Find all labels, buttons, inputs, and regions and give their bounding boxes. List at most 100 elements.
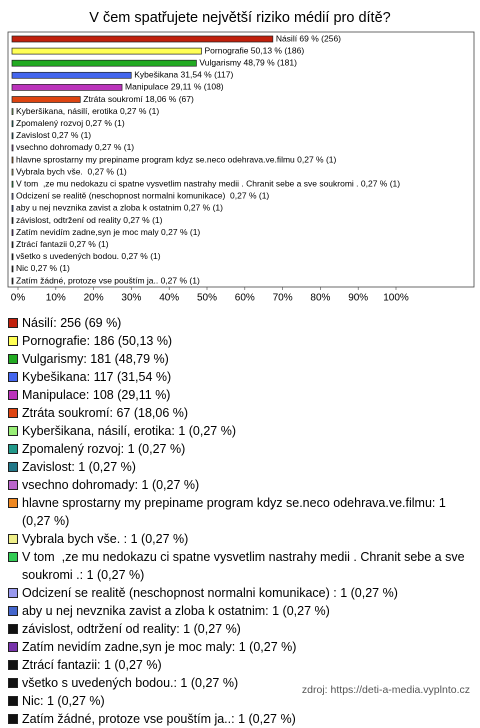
legend-label: V tom ,ze mu nedokazu ci spatne vysvetli… (22, 550, 469, 582)
legend-item: Odcizení se realitě (neschopnost normaln… (8, 584, 474, 602)
x-tick-label: 90% (348, 293, 368, 304)
legend-item: vsechno dohromady: 1 (0,27 %) (8, 476, 474, 494)
data-label: Kyberšikana, násilí, erotika 0,27 % (1) (16, 106, 159, 116)
legend-item: závislost, odtržení od reality: 1 (0,27 … (8, 620, 474, 638)
legend-item: Kyberšikana, násilí, erotika: 1 (0,27 %) (8, 422, 474, 440)
bar (11, 120, 14, 128)
legend-label: Manipulace: 108 (29,11 %) (22, 388, 171, 402)
legend-swatch (8, 480, 18, 490)
x-tick-label: 80% (310, 293, 330, 304)
bar (11, 35, 274, 43)
legend-item: Ztrácí fantazii: 1 (0,27 %) (8, 656, 474, 674)
legend-swatch (8, 444, 18, 454)
bar (11, 180, 14, 188)
data-label: V tom ,ze mu nedokazu ci spatne vysvetli… (16, 178, 400, 188)
bar (11, 265, 14, 273)
bar (11, 217, 14, 224)
x-tick-label: 60% (235, 293, 255, 304)
x-tick-label: 50% (197, 293, 217, 304)
legend-label: Ztrácí fantazii: 1 (0,27 %) (22, 658, 162, 672)
legend-label: Násilí: 256 (69 %) (22, 316, 122, 330)
data-label: závislost, odtržení od reality 0,27 % (1… (16, 215, 163, 225)
legend-label: Vulgarismy: 181 (48,79 %) (22, 352, 169, 366)
bar (11, 253, 14, 261)
legend-swatch (8, 390, 18, 400)
legend-swatch (8, 336, 18, 346)
data-label: Ztrácí fantazii 0,27 % (1) (16, 239, 109, 249)
data-label: Vybrala bych vše. 0,27 % (1) (16, 166, 127, 176)
x-tick-label: 0% (11, 293, 26, 304)
bar (11, 144, 14, 152)
legend-label: Pornografie: 186 (50,13 %) (22, 334, 173, 348)
data-label: vsechno dohromady 0,27 % (1) (16, 142, 134, 152)
legend-item: Zatím žádné, protoze vse pouštím ja..: 1… (8, 710, 474, 728)
x-tick-label: 30% (121, 293, 141, 304)
legend-label: Nic: 1 (0,27 %) (22, 694, 105, 708)
legend-swatch (8, 606, 18, 616)
legend-label: Zavislost: 1 (0,27 %) (22, 460, 136, 474)
legend-label: Odcizení se realitě (neschopnost normaln… (22, 586, 398, 600)
data-label: Pornografie 50,13 % (186) (204, 45, 304, 55)
chart-title: V čem spatřujete největší riziko médií p… (89, 10, 390, 26)
legend-item: Vybrala bych vše. : 1 (0,27 %) (8, 530, 474, 548)
legend-item: hlavne sprostarny my prepiname program k… (8, 494, 474, 530)
data-label: Vulgarismy 48,79 % (181) (199, 57, 297, 67)
data-label: aby u nej nevznika zavist a zloba k osta… (16, 203, 223, 213)
data-label: Zavislost 0,27 % (1) (16, 130, 91, 140)
bar (11, 59, 197, 67)
legend-label: Kyberšikana, násilí, erotika: 1 (0,27 %) (22, 424, 236, 438)
legend-label: vsechno dohromady: 1 (0,27 %) (22, 478, 200, 492)
legend-label: Vybrala bych vše. : 1 (0,27 %) (22, 532, 189, 546)
legend-label: Zatím žádné, protoze vse pouštím ja..: 1… (22, 712, 296, 726)
bar (11, 156, 14, 164)
legend-swatch (8, 534, 18, 544)
legend-label: Zpomalený rozvoj: 1 (0,27 %) (22, 442, 186, 456)
legend-label: hlavne sprostarny my prepiname program k… (22, 496, 450, 528)
legend-swatch (8, 462, 18, 472)
bar (11, 168, 14, 176)
bar (11, 229, 14, 236)
data-label: Kybešikana 31,54 % (117) (134, 70, 233, 80)
bar (11, 132, 14, 140)
legend-label: Zatím nevidím zadne,syn je moc maly: 1 (… (22, 640, 297, 654)
legend-swatch (8, 696, 18, 706)
legend-swatch (8, 354, 18, 364)
legend-swatch (8, 318, 18, 328)
legend-item: Zavislost: 1 (0,27 %) (8, 458, 474, 476)
data-label: Odcizení se realitě (neschopnost normaln… (16, 191, 269, 201)
data-label: Zatím nevidím zadne,syn je moc maly 0,27… (16, 227, 200, 237)
legend-item: Manipulace: 108 (29,11 %) (8, 386, 474, 404)
data-label: všetko s uvedených bodou. 0,27 % (1) (16, 251, 161, 261)
legend-item: Zatím nevidím zadne,syn je moc maly: 1 (… (8, 638, 474, 656)
source: zdroj: https://deti-a-media.vyplnto.cz (301, 684, 470, 696)
legend-swatch (8, 678, 18, 688)
legend-item: Pornografie: 186 (50,13 %) (8, 332, 474, 350)
legend-item: V tom ,ze mu nedokazu ci spatne vysvetli… (8, 548, 474, 584)
data-label: Ztráta soukromí 18,06 % (67) (83, 94, 194, 104)
legend-swatch (8, 642, 18, 652)
x-tick-label: 10% (46, 293, 66, 304)
legend-label: Kybešikana: 117 (31,54 %) (22, 370, 172, 384)
legend-label: všetko s uvedených bodou.: 1 (0,27 %) (22, 676, 239, 690)
x-tick-label: 70% (273, 293, 293, 304)
bar (11, 108, 14, 115)
data-label: Manipulace 29,11 % (108) (125, 82, 224, 92)
legend-swatch (8, 714, 18, 724)
legend-item: Ztráta soukromí: 67 (18,06 %) (8, 404, 474, 422)
x-tick-label: 100% (383, 293, 409, 304)
chart: V čem spatřujete největší riziko médií p… (7, 10, 475, 304)
legend-item: Kybešikana: 117 (31,54 %) (8, 368, 474, 386)
bar (11, 71, 132, 79)
data-label: Zpomalený rozvoj 0,27 % (1) (16, 118, 125, 128)
legend-item: Násilí: 256 (69 %) (8, 314, 474, 332)
legend-item: aby u nej nevznika zavist a zloba k osta… (8, 602, 474, 620)
bar (11, 84, 123, 91)
legend-swatch (8, 408, 18, 418)
legend-label: Ztráta soukromí: 67 (18,06 %) (22, 406, 189, 420)
legend-item: Zpomalený rozvoj: 1 (0,27 %) (8, 440, 474, 458)
data-label: hlavne sprostarny my prepiname program k… (16, 154, 336, 164)
legend-swatch (8, 624, 18, 634)
legend-swatch (8, 660, 18, 670)
data-label: Zatím žádné, protoze vse pouštím ja.. 0,… (16, 275, 200, 285)
bar (11, 192, 14, 200)
